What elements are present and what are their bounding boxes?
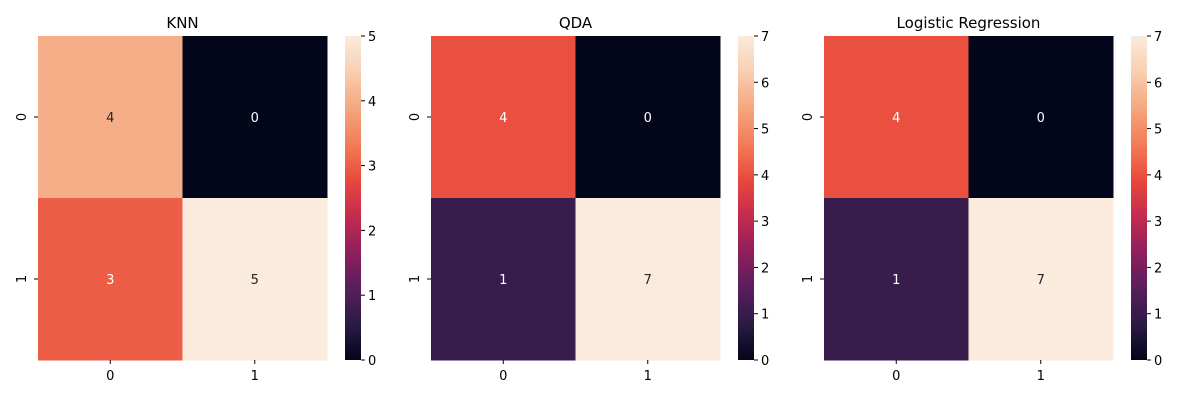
heatmap-cell: [575, 36, 721, 199]
colorbar: [738, 36, 754, 360]
heatmap-cell: [824, 198, 969, 361]
colorbar-tick-label: 5: [761, 123, 769, 138]
colorbar-tick-label: 4: [761, 169, 769, 184]
colorbar-tick-label: 7: [761, 30, 769, 45]
cell-value-label: 5: [251, 273, 259, 288]
y-tick-label: 1: [801, 275, 816, 283]
x-tick-label: 1: [644, 369, 652, 384]
colorbar-tick-label: 3: [1154, 215, 1162, 230]
colorbar-tick-label: 6: [1154, 76, 1162, 91]
heatmap-cell: [182, 36, 328, 199]
colorbar-tick-label: 1: [368, 289, 376, 304]
x-tick-label: 0: [499, 369, 507, 384]
heatmap-cell: [38, 198, 183, 361]
y-tick-label: 0: [15, 113, 30, 121]
colorbar: [345, 36, 361, 360]
colorbar-tick-label: 3: [368, 160, 376, 175]
colorbar-tick-label: 6: [761, 76, 769, 91]
colorbar-tick-label: 1: [761, 308, 769, 323]
heatmap-cell: [824, 36, 969, 199]
heatmap-cell: [38, 36, 183, 199]
cell-value-label: 1: [499, 273, 507, 288]
colorbar-tick-label: 4: [1154, 169, 1162, 184]
colorbar: [1131, 36, 1147, 360]
cell-value-label: 1: [892, 273, 900, 288]
cell-value-label: 4: [499, 111, 507, 126]
chart-title: Logistic Regression: [897, 14, 1041, 32]
heatmap-cell: [968, 36, 1114, 199]
colorbar-tick-label: 0: [1154, 354, 1162, 369]
colorbar-tick-label: 5: [368, 30, 376, 45]
colorbar-tick-label: 0: [368, 354, 376, 369]
x-tick-label: 0: [106, 369, 114, 384]
y-tick-label: 0: [408, 113, 423, 121]
heatmap-cell: [575, 198, 721, 361]
heatmap-panel: QDA 4 0 1 7 0 1 0 1 0 1 2 3 4 5 6 7: [408, 14, 769, 384]
y-tick-label: 0: [801, 113, 816, 121]
y-tick-label: 1: [408, 275, 423, 283]
heatmap-cell: [431, 36, 576, 199]
heatmap-cell: [182, 198, 328, 361]
cell-value-label: 4: [106, 111, 114, 126]
x-tick-label: 0: [892, 369, 900, 384]
colorbar-tick-label: 3: [761, 215, 769, 230]
cell-value-label: 0: [644, 111, 652, 126]
colorbar-tick-label: 7: [1154, 30, 1162, 45]
y-tick-label: 1: [15, 275, 30, 283]
heatmap-cell: [431, 198, 576, 361]
colorbar-tick-label: 5: [1154, 123, 1162, 138]
colorbar-tick-label: 4: [368, 95, 376, 110]
heatmap-panel: KNN 4 0 3 5 0 1 0 1 0 1 2 3 4 5: [15, 14, 376, 384]
heatmap-cell: [968, 198, 1114, 361]
colorbar-tick-label: 2: [368, 224, 376, 239]
cell-value-label: 0: [251, 111, 259, 126]
cell-value-label: 3: [106, 273, 114, 288]
colorbar-tick-label: 1: [1154, 308, 1162, 323]
cell-value-label: 7: [644, 273, 652, 288]
x-tick-label: 1: [251, 369, 259, 384]
colorbar-tick-label: 2: [761, 261, 769, 276]
cell-value-label: 0: [1037, 111, 1045, 126]
chart-title: QDA: [559, 14, 593, 32]
colorbar-tick-label: 0: [761, 354, 769, 369]
chart-title: KNN: [166, 14, 198, 32]
x-tick-label: 1: [1037, 369, 1045, 384]
heatmap-panel: Logistic Regression 4 0 1 7 0 1 0 1 0 1 2 3 4 5 6 7: [801, 14, 1162, 384]
cell-value-label: 7: [1037, 273, 1045, 288]
cell-value-label: 4: [892, 111, 900, 126]
colorbar-tick-label: 2: [1154, 261, 1162, 276]
